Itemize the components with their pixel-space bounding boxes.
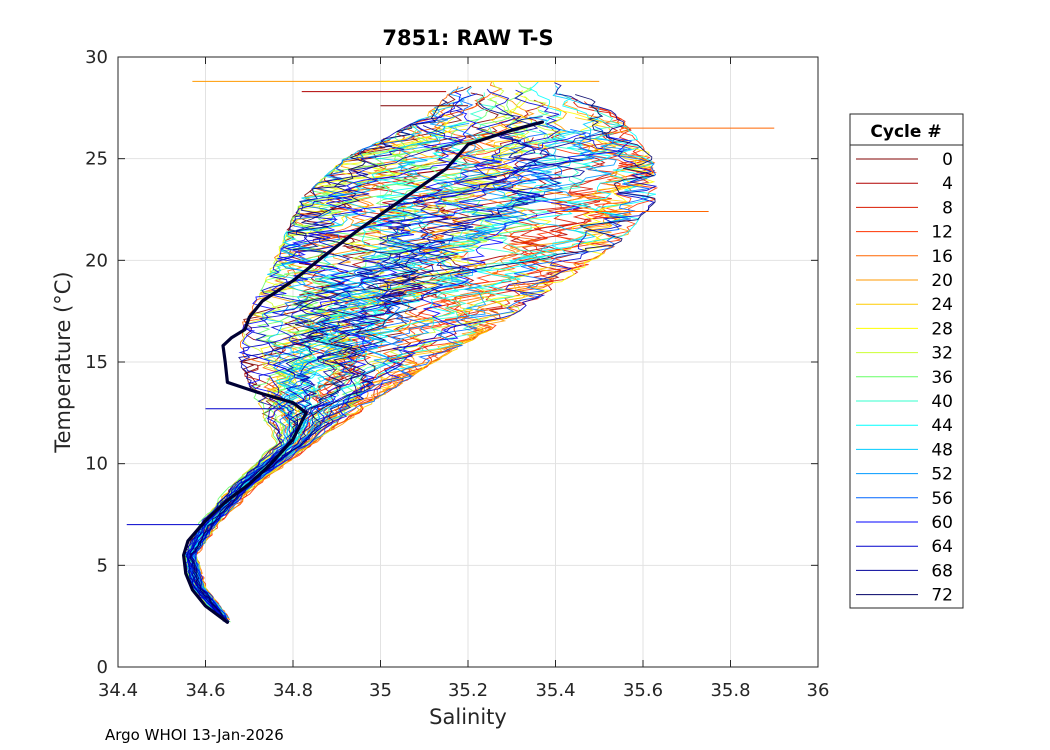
cycle-profile-line [190, 91, 519, 623]
legend-label: 68 [931, 561, 953, 581]
x-tick-label: 35.6 [623, 680, 663, 701]
cycle-profile-line [190, 94, 656, 618]
legend-label: 44 [931, 416, 953, 436]
profile-lines [126, 80, 775, 623]
legend-label: 40 [931, 392, 953, 412]
legend-label: 4 [942, 174, 953, 194]
y-tick-label: 5 [97, 555, 108, 576]
legend-label: 56 [931, 489, 953, 509]
cycle-profile-line [190, 136, 658, 618]
cycle-profile-line [184, 110, 478, 620]
legend-label: 28 [931, 319, 953, 339]
cycle-profile-line [195, 95, 564, 617]
legend-label: 64 [931, 537, 953, 557]
cycle-profile-line [190, 102, 539, 623]
legend-label: 36 [931, 368, 953, 388]
legend-label: 0 [942, 150, 953, 170]
legend-label: 60 [931, 513, 953, 533]
legend-label: 72 [931, 586, 953, 606]
y-tick-label: 25 [85, 149, 108, 170]
legend-title: Cycle # [870, 122, 941, 142]
footer-credit: Argo WHOI 13-Jan-2026 [105, 726, 284, 744]
legend-label: 20 [931, 271, 953, 291]
y-tick-label: 10 [85, 454, 108, 475]
x-tick-label: 35.8 [710, 680, 750, 701]
legend-label: 52 [931, 465, 953, 485]
cycle-profile-line [186, 89, 561, 620]
y-tick-label: 30 [85, 47, 108, 68]
legend-label: 12 [931, 223, 953, 243]
y-tick-label: 15 [85, 352, 108, 373]
legend-label: 48 [931, 440, 953, 460]
legend-label: 24 [931, 295, 953, 315]
legend-label: 8 [942, 198, 953, 218]
highlight-profile-line [182, 120, 544, 624]
cycle-profile-line [188, 88, 522, 622]
legend: Cycle # 04812162024283236404448525660646… [849, 113, 964, 609]
y-tick-label: 0 [97, 657, 108, 678]
axis-ticks: 34.4 34.6 34.8 35 35.2 35.4 35.6 35.8 36 0 5 10 15 20… [85, 47, 829, 701]
x-tick-label: 35.2 [448, 680, 488, 701]
cycle-profile-line [186, 93, 478, 621]
x-tick-label: 34.6 [185, 680, 225, 701]
cycle-profile-line [191, 127, 604, 619]
cycle-profile-line [188, 116, 586, 621]
cycle-profile-line [189, 99, 448, 621]
x-axis-label: Salinity [429, 705, 507, 729]
legend-label: 16 [931, 247, 953, 267]
legend-box [849, 113, 964, 609]
y-tick-label: 20 [85, 250, 108, 271]
x-tick-label: 34.8 [273, 680, 313, 701]
x-tick-label: 35.4 [535, 680, 575, 701]
x-tick-label: 36 [807, 680, 830, 701]
x-tick-label: 35 [369, 680, 392, 701]
x-tick-label: 34.4 [98, 680, 138, 701]
chart-title: 7851: RAW T-S [382, 26, 553, 50]
legend-label: 32 [931, 344, 953, 364]
y-axis-label: Temperature (°C) [51, 271, 75, 453]
